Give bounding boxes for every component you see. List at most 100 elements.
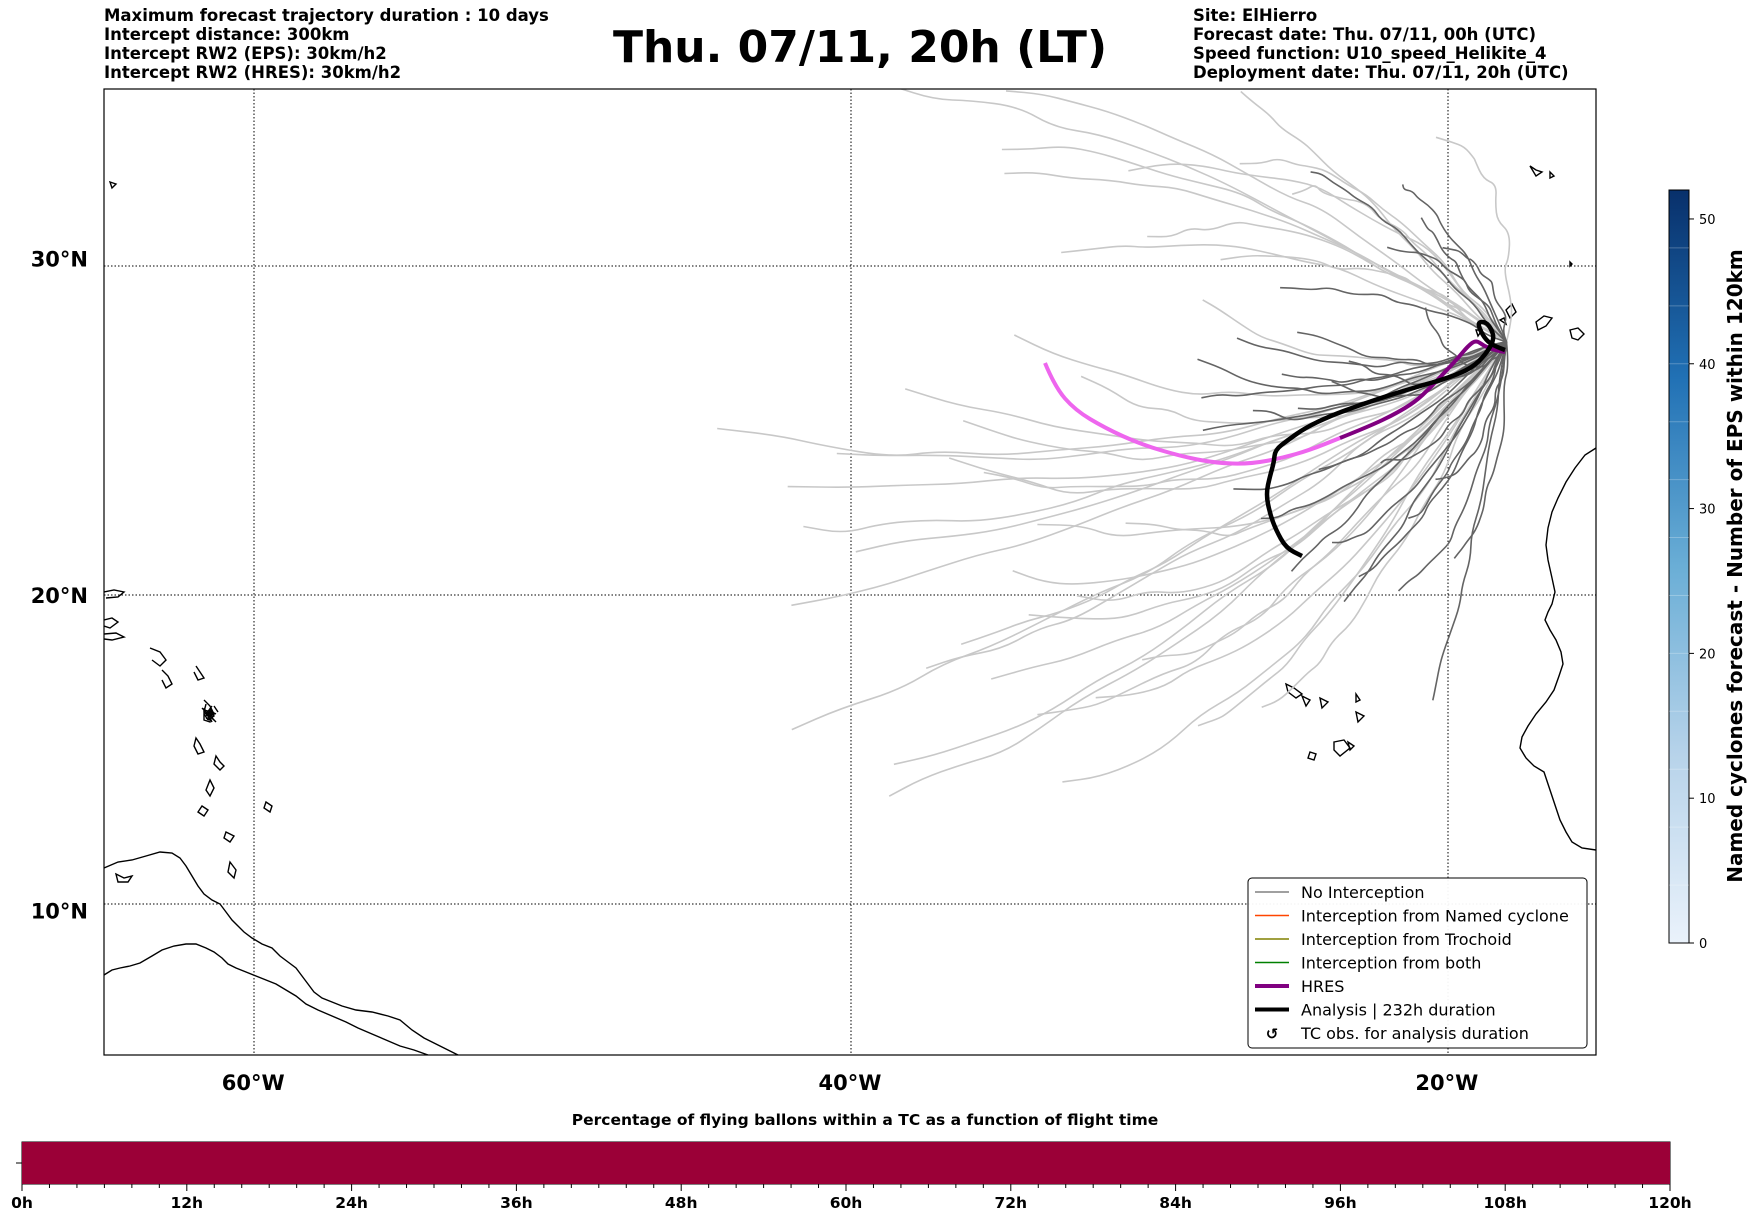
eps-trajectory-light — [717, 341, 1507, 456]
eps-trajectory-dark — [1233, 341, 1507, 491]
colorbar-tick-label: 30 — [1699, 503, 1716, 518]
madeira-island — [1569, 260, 1573, 268]
eps-trajectory-dark — [1386, 246, 1508, 343]
eps-trajectory-light — [948, 341, 1507, 494]
timebar-title: Percentage of flying ballons within a TC… — [572, 1111, 1159, 1129]
eps-trajectory-dark — [1343, 341, 1508, 603]
madeira-island — [1549, 170, 1556, 180]
colorbar-tick-label: 0 — [1699, 937, 1707, 952]
colorbar-tick-label: 50 — [1699, 213, 1716, 228]
legend-label: HRES — [1301, 977, 1344, 996]
eps-trajectory-dark — [1297, 331, 1507, 366]
caribbean-island — [161, 669, 173, 690]
eps-trajectory-light — [983, 341, 1507, 489]
timebar-tick-label: 48h — [665, 1194, 698, 1212]
caribbean-island — [211, 713, 215, 719]
colorbar-label: Named cyclones forecast - Number of EPS … — [1723, 249, 1747, 883]
hres-path-dark — [1339, 339, 1506, 440]
timebar-tick-label: 72h — [994, 1194, 1027, 1212]
legend-item: Interception from Named cyclone — [1255, 907, 1569, 926]
legend-item: Interception from both — [1255, 954, 1481, 973]
timebar-tick-label: 96h — [1324, 1194, 1357, 1212]
header-right-line: Speed function: U10_speed_Helikite_4 — [1193, 44, 1547, 63]
longitude-tick-label: 40°W — [819, 1071, 882, 1095]
cape-verde-island — [1319, 696, 1330, 710]
header-right-line: Site: ElHierro — [1193, 6, 1318, 25]
eps-trajectory-dark — [1331, 341, 1508, 544]
cape-verde-island — [1355, 691, 1362, 704]
legend-item: ↺ TC obs. for analysis duration — [1266, 1024, 1529, 1043]
eps-trajectory-light — [1435, 136, 1513, 342]
latitude-tick-label: 20°N — [31, 584, 88, 608]
south-america-coastline — [104, 851, 459, 1055]
eps-trajectory-dark — [1280, 286, 1507, 343]
caribbean-island — [207, 709, 211, 719]
caribbean-island — [201, 707, 209, 715]
timebar-fill — [22, 1142, 1670, 1184]
latitude-tick-label: 10°N — [31, 900, 88, 924]
header-left-line: Intercept distance: 300km — [104, 25, 350, 44]
header-left-info: Maximum forecast trajectory duration : 1… — [104, 6, 549, 82]
eps-trajectory-light — [1239, 158, 1508, 343]
caribbean-island — [205, 778, 215, 798]
caribbean-island — [193, 736, 205, 755]
canary-island — [1535, 315, 1554, 332]
eps-trajectory-light — [904, 341, 1508, 447]
eps-trajectory-light — [1147, 221, 1508, 343]
timebar-tick-label: 84h — [1159, 1194, 1192, 1212]
latitude-tick-label: 30°N — [31, 247, 88, 271]
caribbean-island — [104, 617, 120, 629]
hres-path-light — [1043, 362, 1341, 466]
timebar-ticks: 0h 12h 24h 36h 48h 60h 72h 84h 96h 108h 120h — [11, 1184, 1692, 1212]
hres-trajectory — [1043, 339, 1506, 466]
timebar-tick-label: 60h — [830, 1194, 863, 1212]
eps-trajectory-dark — [1401, 184, 1508, 343]
eps-trajectory-dark — [1290, 341, 1508, 572]
timebar-tick-label: 0h — [11, 1194, 33, 1212]
eps-trajectory-dark — [1380, 341, 1508, 464]
coastlines — [104, 165, 1596, 1055]
legend-item: No Interception — [1255, 883, 1425, 902]
eps-trajectory-light — [1037, 341, 1508, 716]
eps-trajectory-light — [1095, 341, 1508, 699]
caribbean-island — [213, 754, 225, 771]
eps-trajectory-dark — [1260, 341, 1508, 520]
eps-trajectory-light — [1028, 341, 1508, 620]
eps-trajectory-dark — [1442, 246, 1508, 343]
eps-trajectory-dark — [1310, 171, 1508, 343]
legend-label: Interception from Named cyclone — [1301, 907, 1569, 926]
caribbean-island — [209, 709, 213, 715]
header-right-line: Forecast date: Thu. 07/11, 00h (UTC) — [1193, 25, 1537, 44]
latitude-tick-labels: 30°N 20°N 10°N — [31, 247, 88, 923]
madeira-island — [1529, 165, 1544, 177]
canary-island — [1505, 302, 1517, 320]
caribbean-island — [197, 805, 209, 817]
eps-trajectory-dark — [1318, 341, 1508, 471]
eps-trajectory-light — [962, 341, 1507, 461]
caribbean-island — [223, 831, 236, 843]
eps-trajectory-light — [1125, 341, 1508, 537]
flight-time-bar: Percentage of flying ballons within a TC… — [11, 1111, 1692, 1212]
longitude-tick-label: 20°W — [1415, 1071, 1478, 1095]
cape-verde-island — [1307, 751, 1317, 761]
timebar-tick-label: 12h — [170, 1194, 203, 1212]
bermuda-island — [108, 180, 118, 190]
caribbean-island — [209, 717, 213, 723]
page-title: Thu. 07/11, 20h (LT) — [612, 22, 1108, 73]
eps-trajectory-light — [925, 341, 1507, 670]
eps-trajectory-dark — [1420, 217, 1508, 343]
longitude-tick-labels: 60°W 40°W 20°W — [222, 1071, 1478, 1095]
caribbean-island — [211, 711, 217, 715]
eps-trajectory-light — [1013, 334, 1507, 397]
caribbean-island — [205, 717, 211, 721]
legend-item: Analysis | 232h duration — [1255, 1001, 1496, 1020]
colorbar-tick-label: 10 — [1699, 792, 1716, 807]
caribbean-island — [149, 647, 167, 667]
analysis-trajectory — [1264, 319, 1506, 559]
longitude-tick-label: 60°W — [222, 1071, 285, 1095]
canary-island — [1569, 327, 1585, 341]
cape-verde-island — [1346, 740, 1356, 752]
eps-trajectory-dark — [1432, 341, 1508, 701]
tc-observation-marker-icon: ↺ — [1266, 1025, 1279, 1043]
